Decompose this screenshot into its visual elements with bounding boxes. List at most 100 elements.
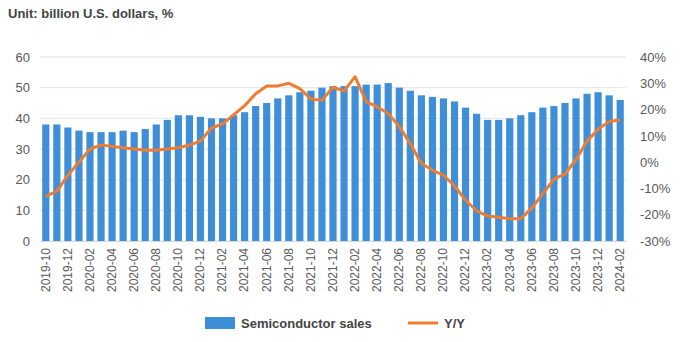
x-tick: 2022-10 <box>436 241 450 292</box>
line <box>46 77 620 219</box>
bar <box>97 132 104 241</box>
x-tick: 2022-08 <box>414 241 428 292</box>
y2-tick: 20% <box>626 102 666 117</box>
x-tick-label: 2019-12 <box>61 248 75 292</box>
x-tick: 2023-04 <box>503 241 517 292</box>
bar <box>473 114 480 241</box>
x-tick-label: 2023-02 <box>480 248 494 292</box>
bar <box>252 106 259 241</box>
plot: 2019-102019-122020-022020-042020-062020-… <box>16 50 671 292</box>
axis-line <box>41 241 627 242</box>
y2-tick: -30% <box>626 234 671 249</box>
x-tick: 2020-06 <box>127 241 141 292</box>
y2-tick-label: 20% <box>640 102 666 117</box>
x-tick-label: 2021-06 <box>260 248 274 292</box>
bar <box>208 118 215 241</box>
bar-series <box>42 83 624 241</box>
x-tick-label: 2022-10 <box>436 248 450 292</box>
x-tick: 2023-12 <box>591 241 605 292</box>
y-tick-label: 50 <box>16 80 30 95</box>
x-tick: 2021-06 <box>260 241 274 292</box>
bar <box>274 98 281 241</box>
x-tick: 2020-10 <box>171 241 185 292</box>
y2-tick-label: 10% <box>640 129 666 144</box>
x-tick: 2021-12 <box>326 241 340 292</box>
x-tick: 2024-02 <box>613 241 627 292</box>
y2-tick: -20% <box>626 207 671 222</box>
x-tick: 2020-02 <box>83 241 97 292</box>
bar <box>186 115 193 241</box>
title: Unit: billion U.S. dollars, % <box>8 6 174 21</box>
bar <box>506 118 513 241</box>
bar <box>539 108 546 241</box>
bar <box>164 120 171 241</box>
bar <box>241 112 248 241</box>
bar <box>583 94 590 241</box>
y-tick: 60 <box>16 50 40 65</box>
y-tick: 10 <box>16 203 40 218</box>
y-tick-label: 30 <box>16 142 30 157</box>
x-tick-label: 2020-10 <box>171 248 185 292</box>
x-tick: 2023-06 <box>525 241 539 292</box>
x-tick-label: 2023-04 <box>503 248 517 292</box>
x-tick: 2022-04 <box>370 241 384 292</box>
y-tick-label: 0 <box>23 234 30 249</box>
bar <box>407 91 414 241</box>
x-tick: 2019-12 <box>61 241 75 292</box>
x-tick-label: 2023-08 <box>547 248 561 292</box>
x-tick-label: 2022-06 <box>392 248 406 292</box>
x-tick-label: 2024-02 <box>613 248 627 292</box>
y2-tick: 40% <box>626 50 666 65</box>
x-tick-label: 2020-02 <box>83 248 97 292</box>
x-tick: 2020-08 <box>149 241 163 292</box>
bar <box>418 95 425 241</box>
grid-line <box>40 57 626 58</box>
chart: Unit: billion U.S. dollars, %2019-102019… <box>0 0 700 342</box>
y-tick: 40 <box>16 111 40 126</box>
x-tick-label: 2023-10 <box>569 248 583 292</box>
y2-tick: 10% <box>626 129 666 144</box>
x-tick-label: 2020-06 <box>127 248 141 292</box>
x-tick-label: 2021-10 <box>304 248 318 292</box>
x-tick-label: 2022-04 <box>370 248 384 292</box>
bar <box>42 124 49 241</box>
x-tick-label: 2021-12 <box>326 248 340 292</box>
x-tick-label: 2023-12 <box>591 248 605 292</box>
bar <box>285 95 292 241</box>
bar <box>606 95 613 241</box>
y2-tick-label: -10% <box>640 181 671 196</box>
x-tick: 2023-10 <box>569 241 583 292</box>
y2-axis: -30%-20%-10%0%10%20%30%40% <box>626 50 671 249</box>
x-tick-label: 2022-08 <box>414 248 428 292</box>
x-tick-label: 2023-06 <box>525 248 539 292</box>
bar <box>550 106 557 241</box>
bar <box>108 132 115 241</box>
bar <box>462 108 469 241</box>
bar <box>175 115 182 241</box>
x-tick: 2021-10 <box>304 241 318 292</box>
x-tick-label: 2020-12 <box>193 248 207 292</box>
y-axis: 0 10 20 30 40 50 60 <box>16 50 41 249</box>
x-tick: 2020-12 <box>193 241 207 292</box>
y-tick-label: 60 <box>16 50 30 65</box>
bar <box>340 86 347 241</box>
bar <box>75 131 82 241</box>
y-tick-label: 20 <box>16 172 30 187</box>
bar <box>318 88 325 241</box>
legend-swatch <box>408 322 438 325</box>
x-tick-label: 2021-04 <box>237 248 251 292</box>
axis-line <box>40 58 41 242</box>
y-tick: 0 <box>23 234 40 249</box>
bar <box>484 120 491 241</box>
y2-tick: 30% <box>626 76 666 91</box>
legend-label: Y/Y <box>444 316 465 331</box>
y2-tick-label: 40% <box>640 50 666 65</box>
bar <box>296 92 303 241</box>
y-tick: 20 <box>16 172 40 187</box>
y2-tick-label: -30% <box>640 234 671 249</box>
bar <box>528 112 535 241</box>
bar <box>517 115 524 241</box>
bar <box>440 98 447 241</box>
bar <box>64 128 71 241</box>
x-tick: 2023-02 <box>480 241 494 292</box>
